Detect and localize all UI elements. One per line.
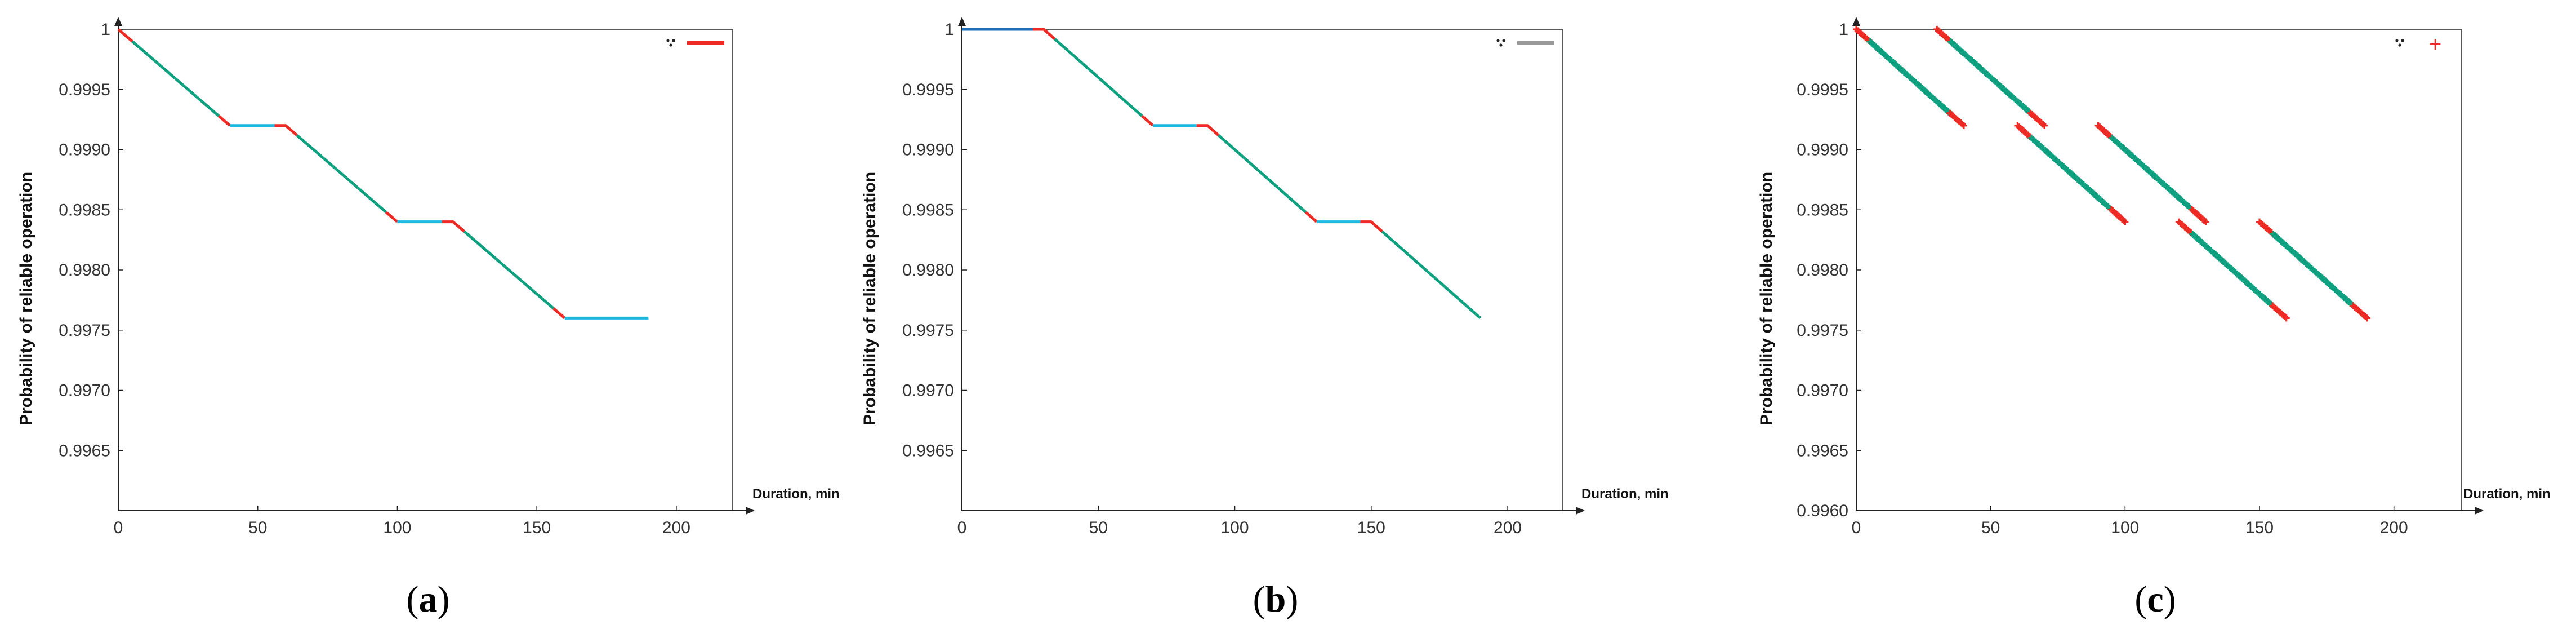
panel-c-x-axis-arrow: [2475, 507, 2484, 515]
panel-a-y-tick-label: 0.9980: [59, 261, 110, 280]
panel-c-y-axis-arrow: [1852, 17, 1860, 26]
panel-a-series-segment: [131, 40, 220, 117]
panel-a-x-tick-label: 150: [523, 519, 551, 537]
panel-a-series-segment: [117, 28, 133, 43]
panel-b-legend-dot: [1496, 39, 1500, 42]
panel-b-x-axis-title: Duration, min: [1581, 486, 1669, 502]
panel-a-x-axis-title: Duration, min: [752, 486, 840, 502]
panel-c-legend-dot: [2395, 39, 2399, 42]
panel-c-y-tick-label: 0.9995: [1797, 81, 1848, 99]
panel-b-y-axis-arrow: [958, 17, 966, 26]
panel-a-legend-dot: [666, 39, 670, 42]
panel-b: 1 0.9995 0.9990 0.9985 0.9980 0.9975 0.9970 0.9…: [861, 17, 1669, 620]
panel-b-series-segment: [1054, 38, 1143, 117]
panel-a-y-tick-label: 0.9995: [59, 81, 110, 99]
panel-b-caption-letter: b: [1265, 579, 1286, 620]
panel-a-caption-letter: a: [419, 579, 438, 620]
panel-b-series-segment: [1217, 134, 1307, 214]
panel-a-y-axis-arrow: [114, 17, 122, 26]
panel-c-scatter-track: [2094, 122, 2209, 225]
panel-a-y-tick-label: 0.9985: [59, 201, 110, 219]
panel-a-x-tick-label: 200: [662, 519, 690, 537]
panel-c-y-tick-label: 0.9965: [1797, 441, 1848, 460]
panel-c-scatter-track: [1933, 26, 2048, 129]
panel-a-y-axis-title: Probability of reliable operation: [17, 172, 35, 426]
panel-c-legend-dot: [2401, 39, 2404, 42]
panel-a-series-segment: [463, 230, 555, 310]
panel-a-plot: 1 0.9995 0.9990 0.9985 0.9980 0.9975 0.9970 0.9…: [59, 17, 755, 537]
panel-b-series-segment: [1304, 211, 1318, 223]
panel-c-y-tick-label: 0.9985: [1797, 201, 1848, 219]
panel-c-caption: (c): [2134, 579, 2176, 620]
panel-b-y-tick-label: 0.9970: [902, 382, 954, 400]
panel-b-x-tick-label: 150: [1357, 519, 1385, 537]
panel-c-y-tick-label: 0.9975: [1797, 321, 1848, 340]
panel-a-series-segment: [296, 134, 387, 214]
panel-b-series-segment: [1033, 28, 1056, 40]
panel-c-x-tick-label: 0: [1852, 519, 1861, 537]
panel-c-y-tick-label: 0.9970: [1797, 382, 1848, 400]
panel-b-x-tick-label: 100: [1221, 519, 1249, 537]
panel-c-scatter-track: [1853, 26, 1967, 129]
panel-a-series-segment: [217, 114, 231, 127]
panel-b-y-tick-label: 0.9990: [902, 141, 954, 160]
panel-a-x-tick-label: 100: [383, 519, 411, 537]
panel-a-caption: (a): [407, 579, 450, 620]
panel-a-y-tick-label: 0.9975: [59, 321, 110, 340]
panel-a-y-tick-label: 1: [101, 20, 110, 39]
panel-b-y-tick-label: 0.9975: [902, 321, 954, 340]
panel-c-scatter-track: [2256, 218, 2370, 322]
panel-c-scatter-track: [2175, 218, 2290, 322]
panel-c-caption-letter: c: [2147, 579, 2163, 620]
panel-a-x-tick-label: 0: [114, 519, 123, 537]
panel-c-x-tick-label: 200: [2380, 519, 2408, 537]
panel-a-series-segment: [552, 307, 566, 320]
panel-c-y-axis-title: Probability of reliable operation: [1757, 172, 1776, 426]
panel-b-series-segment: [1381, 230, 1482, 320]
panel-c-y-tick-label: 0.9990: [1797, 141, 1848, 160]
panel-b-series-segment: [1141, 114, 1154, 127]
panel-b-plot: 1 0.9995 0.9990 0.9985 0.9980 0.9975 0.9970 0.9…: [902, 17, 1585, 537]
panel-b-y-tick-label: 0.9985: [902, 201, 954, 219]
panel-a-y-tick-label: 0.9965: [59, 441, 110, 460]
panel-a-x-tick-label: 50: [248, 519, 267, 537]
panel-c-x-axis-title: Duration, min: [2463, 486, 2551, 502]
panel-a-series-segment: [385, 211, 399, 223]
panel-b-series-segment: [1196, 124, 1220, 136]
panel-c-plot: 1 0.9995 0.9990 0.9985 0.9980 0.9975 0.9970 0.9…: [1797, 17, 2484, 537]
panel-b-y-tick-label: 0.9980: [902, 261, 954, 280]
panel-a-series-segment: [442, 220, 466, 233]
panel-c-y-tick-label: 0.9980: [1797, 261, 1848, 280]
panel-b-y-tick-label: 1: [944, 20, 954, 39]
panel-c: 1 0.9995 0.9990 0.9985 0.9980 0.9975 0.9970 0.9…: [1757, 17, 2551, 620]
panel-b-y-tick-label: 0.9995: [902, 81, 954, 99]
panel-c-x-tick-label: 150: [2245, 519, 2274, 537]
panel-c-x-tick-label: 100: [2111, 519, 2139, 537]
panel-b-y-tick-label: 0.9965: [902, 441, 954, 460]
panel-c-scatter-track: [2014, 122, 2129, 225]
panel-c-y-tick-label: 1: [1839, 20, 1848, 39]
panel-b-x-axis-arrow: [1576, 507, 1585, 515]
panel-b-x-tick-label: 0: [957, 519, 967, 537]
panel-a-x-axis-arrow: [746, 507, 755, 515]
panel-b-series-segment: [1360, 220, 1383, 233]
panel-b-x-tick-label: 50: [1089, 519, 1108, 537]
panel-a-y-tick-label: 0.9990: [59, 141, 110, 160]
panel-a-y-tick-label: 0.9970: [59, 382, 110, 400]
panel-a-legend-dot: [669, 43, 672, 47]
panel-a-legend-dot: [672, 39, 675, 42]
panel-c-y-tick-label: 0.9960: [1797, 502, 1848, 520]
panel-b-x-tick-label: 200: [1494, 519, 1522, 537]
panel-b-caption: (b): [1253, 579, 1299, 620]
panel-c-legend-dot: [2398, 43, 2401, 47]
panel-b-legend-dot: [1499, 43, 1503, 47]
panel-a: 1 0.9995 0.9990 0.9985 0.9980 0.9975 0.9970 0.9…: [17, 17, 840, 620]
panel-b-legend-dot: [1502, 39, 1505, 42]
panel-b-y-axis-title: Probability of reliable operation: [861, 172, 879, 426]
panel-a-series-segment: [274, 124, 298, 136]
panel-c-x-tick-label: 50: [1981, 519, 2000, 537]
panel-c-legend-plus: +: [2428, 34, 2442, 54]
